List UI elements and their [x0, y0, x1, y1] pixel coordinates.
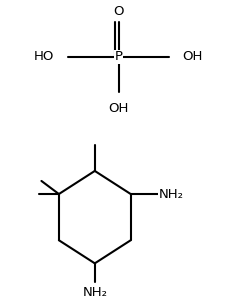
Text: P: P — [114, 51, 123, 63]
Text: NH₂: NH₂ — [82, 286, 107, 298]
Text: O: O — [113, 6, 124, 18]
Text: OH: OH — [182, 51, 203, 63]
Text: OH: OH — [108, 102, 129, 115]
Text: HO: HO — [34, 51, 55, 63]
Text: NH₂: NH₂ — [159, 188, 184, 201]
